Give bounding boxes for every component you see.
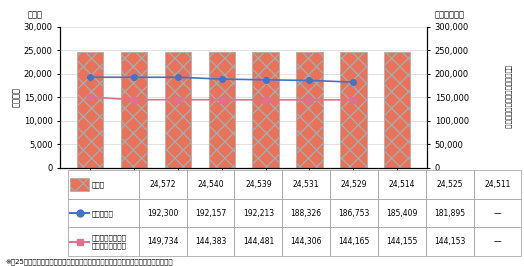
Bar (235, 227, 282, 256)
Bar (474, 171, 521, 199)
Text: 185,409: 185,409 (386, 209, 418, 218)
Text: （本・か所）: （本・か所） (434, 11, 464, 20)
Bar (165, 52, 191, 168)
Bar (187, 227, 235, 256)
Bar (474, 227, 521, 256)
Bar (68, 227, 139, 256)
Bar (68, 199, 139, 227)
Bar (425, 199, 474, 227)
Text: 144,383: 144,383 (195, 237, 226, 246)
Bar (70, 178, 89, 191)
Text: 郵便切手販売所・
印紙売りさばき所: 郵便切手販売所・ 印紙売りさばき所 (91, 235, 126, 249)
Bar (330, 171, 378, 199)
Bar (378, 227, 425, 256)
Text: 24,514: 24,514 (389, 180, 415, 189)
Bar (378, 171, 425, 199)
Text: 24,572: 24,572 (149, 180, 176, 189)
Text: 24,540: 24,540 (197, 180, 224, 189)
Text: 郵便ポスト: 郵便ポスト (91, 210, 113, 217)
Bar (139, 227, 187, 256)
Bar (296, 52, 323, 168)
Text: ※平25年度末の郵便ポスト及び郵便切手類販売所・印紙売りさばき所の数値は集計中: ※平25年度末の郵便ポスト及び郵便切手類販売所・印紙売りさばき所の数値は集計中 (5, 258, 173, 265)
Bar (340, 52, 366, 168)
Y-axis label: 郵便ポスト・郵便切手類販売所等: 郵便ポスト・郵便切手類販売所等 (505, 65, 511, 129)
Bar (282, 199, 330, 227)
Bar (425, 171, 474, 199)
Text: 144,155: 144,155 (386, 237, 418, 246)
Bar (253, 52, 279, 168)
Text: 188,326: 188,326 (291, 209, 322, 218)
Text: 192,213: 192,213 (243, 209, 274, 218)
Text: 192,300: 192,300 (147, 209, 179, 218)
Bar (474, 199, 521, 227)
Bar (209, 52, 235, 168)
Bar (68, 171, 139, 199)
Text: 24,531: 24,531 (293, 180, 320, 189)
Text: 181,895: 181,895 (434, 209, 465, 218)
Bar (235, 171, 282, 199)
Bar (425, 227, 474, 256)
Text: 24,525: 24,525 (436, 180, 463, 189)
Text: 24,539: 24,539 (245, 180, 272, 189)
Text: 24,511: 24,511 (484, 180, 511, 189)
Bar (235, 199, 282, 227)
Text: 144,165: 144,165 (339, 237, 370, 246)
Bar (282, 227, 330, 256)
Text: 24,529: 24,529 (341, 180, 367, 189)
Bar (187, 199, 235, 227)
Text: 144,481: 144,481 (243, 237, 274, 246)
Text: —: — (494, 209, 501, 218)
Bar (282, 171, 330, 199)
Text: （局）: （局） (27, 11, 42, 20)
Text: 144,153: 144,153 (434, 237, 465, 246)
Y-axis label: 郵便局数: 郵便局数 (12, 87, 21, 107)
Bar (139, 199, 187, 227)
Text: 144,306: 144,306 (290, 237, 322, 246)
Bar (384, 52, 410, 168)
Bar (121, 52, 147, 168)
Text: 186,753: 186,753 (339, 209, 370, 218)
Bar (330, 227, 378, 256)
Text: 郵便局: 郵便局 (91, 181, 104, 188)
Bar (187, 171, 235, 199)
Text: 192,157: 192,157 (195, 209, 226, 218)
Text: 149,734: 149,734 (147, 237, 179, 246)
Bar (330, 199, 378, 227)
Bar (77, 52, 103, 168)
Text: —: — (494, 237, 501, 246)
Bar (378, 199, 425, 227)
Bar (139, 171, 187, 199)
